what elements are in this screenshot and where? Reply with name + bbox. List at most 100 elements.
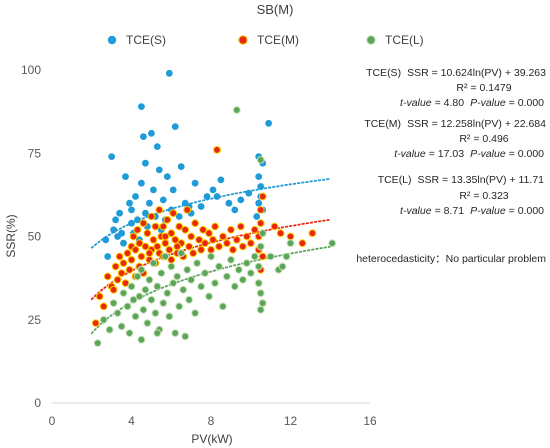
- data-point-tce-m: [155, 206, 164, 214]
- data-point-tce-m: [197, 245, 206, 254]
- data-point-tce-s: [112, 216, 119, 224]
- data-point-tce-l: [143, 319, 152, 328]
- data-point-tce-m: [149, 235, 158, 244]
- data-point-tce-m: [135, 239, 144, 248]
- data-point-tce-l: [238, 275, 247, 284]
- x-tick-label: 0: [49, 414, 56, 428]
- data-point-tce-m: [213, 146, 221, 154]
- data-point-tce-l: [105, 325, 114, 334]
- data-point-tce-m: [187, 232, 196, 241]
- data-point-tce-s: [118, 229, 125, 237]
- data-point-tce-s: [142, 159, 149, 167]
- data-point-tce-m: [131, 245, 140, 254]
- data-point-tce-l: [133, 272, 142, 281]
- annotation-t-p-tce-l: t-value = 8.71 P-value = 0.000: [400, 205, 544, 217]
- annotation-t-p-tce-m: t-value = 17.03 P-value = 0.000: [394, 148, 544, 160]
- data-point-tce-s: [155, 166, 163, 174]
- annotation-r2-tce-m: R² = 0.496: [459, 133, 508, 145]
- data-point-tce-s: [169, 186, 177, 194]
- data-point-tce-l: [135, 292, 144, 301]
- data-point-tce-m: [236, 222, 245, 231]
- data-point-tce-m: [143, 229, 152, 238]
- data-point-tce-l: [141, 285, 150, 294]
- data-point-tce-m: [139, 219, 148, 228]
- data-point-tce-m: [250, 225, 259, 234]
- data-point-tce-l: [201, 269, 209, 278]
- data-point-tce-m: [175, 222, 184, 231]
- data-point-tce-l: [207, 252, 215, 261]
- data-point-tce-m: [161, 239, 170, 248]
- data-point-tce-l: [153, 282, 162, 291]
- data-point-tce-s: [213, 193, 221, 200]
- annotation-equation-tce-l: TCE(L) SSR = 13.35ln(PV) + 11.71: [378, 174, 544, 186]
- data-point-tce-l: [159, 299, 168, 308]
- data-point-tce-m: [201, 239, 209, 248]
- data-point-tce-s: [142, 209, 149, 217]
- data-point-tce-m: [121, 279, 130, 288]
- data-point-tce-s: [122, 173, 129, 181]
- data-point-tce-s: [104, 253, 112, 260]
- data-point-tce-m: [113, 275, 122, 284]
- data-point-tce-m: [165, 245, 174, 254]
- data-point-tce-s: [138, 103, 145, 110]
- data-point-tce-m: [91, 319, 100, 328]
- data-point-tce-s: [245, 189, 253, 197]
- data-point-tce-m: [258, 192, 267, 201]
- data-point-tce-l: [153, 329, 162, 338]
- data-point-tce-s: [171, 123, 179, 130]
- data-point-tce-l: [137, 335, 146, 344]
- data-point-tce-l: [109, 299, 118, 308]
- data-point-tce-m: [123, 249, 132, 258]
- data-point-tce-l: [205, 292, 213, 301]
- data-point-tce-s: [150, 186, 157, 194]
- y-axis-label: SSR(%): [4, 214, 18, 257]
- data-point-tce-m: [232, 235, 241, 244]
- data-point-tce-s: [110, 226, 117, 234]
- annotation-r2-tce-s: R² = 0.1479: [456, 82, 511, 94]
- data-point-tce-s: [165, 69, 173, 77]
- data-point-tce-l: [256, 305, 265, 314]
- data-point-tce-m: [195, 235, 204, 244]
- y-tick-label: 100: [21, 63, 41, 77]
- data-points: [91, 69, 337, 348]
- data-point-tce-s: [120, 239, 127, 247]
- data-point-tce-l: [232, 106, 241, 114]
- data-point-tce-m: [115, 252, 124, 261]
- data-point-tce-l: [165, 312, 174, 321]
- data-point-tce-l: [256, 242, 265, 251]
- data-point-tce-l: [234, 265, 243, 274]
- annotation-t-p-tce-s: t-value = 4.80 P-value = 0.000: [400, 97, 544, 109]
- data-point-tce-m: [99, 302, 108, 311]
- data-point-tce-s: [163, 173, 171, 181]
- data-point-tce-l: [193, 259, 202, 268]
- data-point-tce-m: [119, 259, 128, 268]
- data-point-tce-l: [173, 272, 182, 281]
- data-point-tce-l: [181, 332, 190, 341]
- data-point-tce-s: [102, 236, 110, 244]
- data-point-tce-m: [125, 265, 134, 274]
- data-point-tce-m: [215, 242, 223, 251]
- data-point-tce-s: [128, 206, 135, 214]
- data-point-tce-l: [258, 229, 267, 238]
- data-point-tce-s: [237, 196, 245, 204]
- data-point-tce-m: [111, 262, 120, 271]
- data-point-tce-m: [109, 285, 118, 294]
- data-point-tce-l: [161, 252, 170, 261]
- data-point-tce-m: [270, 222, 279, 231]
- data-point-tce-s: [177, 163, 185, 171]
- data-point-tce-m: [185, 242, 194, 251]
- data-point-tce-m: [258, 252, 267, 261]
- data-point-tce-l: [177, 249, 186, 258]
- data-point-tce-m: [151, 222, 160, 231]
- heteroscedasticity-note: heterocedasticity：No particular problem: [356, 253, 546, 265]
- x-tick-label: 12: [284, 414, 298, 428]
- data-point-tce-l: [93, 339, 102, 348]
- data-point-tce-l: [157, 269, 166, 278]
- data-point-tce-s: [203, 193, 211, 200]
- data-point-tce-l: [197, 282, 206, 291]
- legend-label-tce-s: TCE(S): [126, 33, 166, 47]
- data-point-tce-s: [255, 173, 263, 181]
- data-point-tce-m: [286, 232, 295, 241]
- data-point-tce-m: [161, 232, 170, 241]
- data-point-tce-l: [185, 295, 194, 304]
